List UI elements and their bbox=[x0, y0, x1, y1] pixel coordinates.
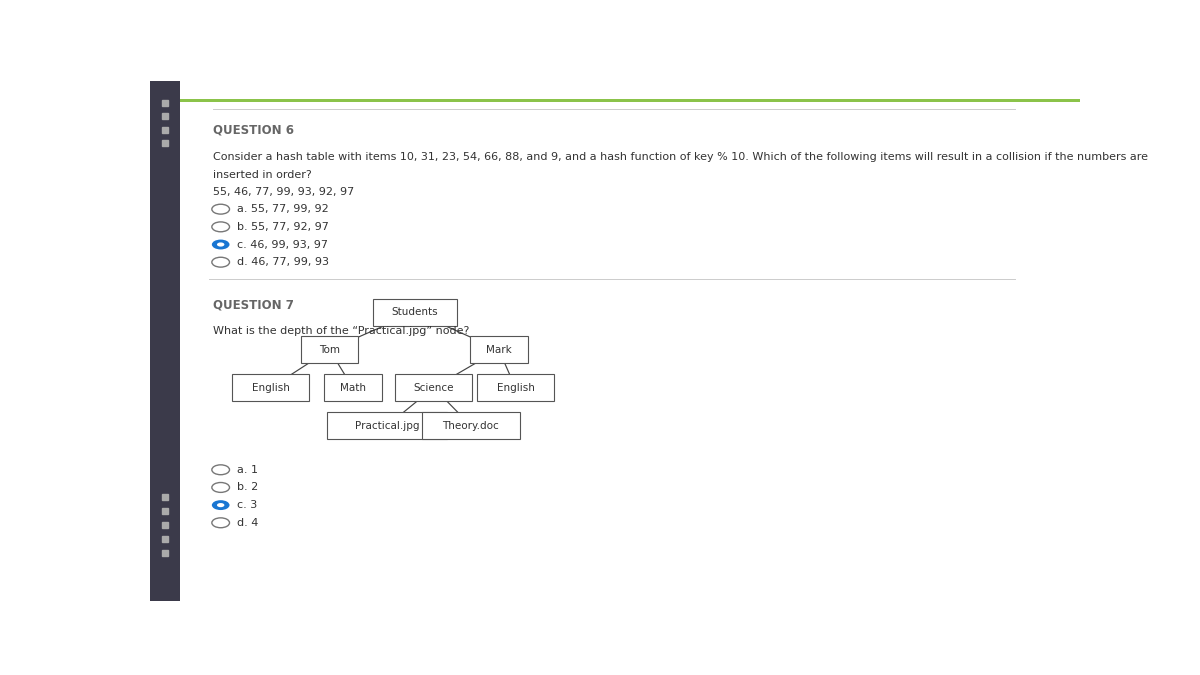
FancyBboxPatch shape bbox=[421, 412, 520, 439]
FancyBboxPatch shape bbox=[324, 374, 382, 401]
Text: Mark: Mark bbox=[486, 345, 511, 354]
FancyBboxPatch shape bbox=[395, 374, 472, 401]
Text: b. 55, 77, 92, 97: b. 55, 77, 92, 97 bbox=[238, 222, 329, 232]
Text: QUESTION 7: QUESTION 7 bbox=[214, 298, 294, 312]
Text: b. 2: b. 2 bbox=[238, 483, 259, 493]
FancyBboxPatch shape bbox=[470, 336, 528, 363]
Circle shape bbox=[212, 240, 229, 250]
Text: English: English bbox=[252, 383, 290, 393]
Text: inserted in order?: inserted in order? bbox=[214, 170, 312, 180]
Circle shape bbox=[212, 500, 229, 510]
Text: English: English bbox=[497, 383, 534, 393]
Bar bbox=[150, 81, 180, 601]
Text: Math: Math bbox=[340, 383, 366, 393]
Text: QUESTION 6: QUESTION 6 bbox=[214, 124, 294, 136]
Bar bbox=[180, 99, 1080, 102]
Text: a. 1: a. 1 bbox=[238, 465, 258, 475]
Text: Consider a hash table with items 10, 31, 23, 54, 66, 88, and 9, and a hash funct: Consider a hash table with items 10, 31,… bbox=[214, 152, 1148, 162]
FancyBboxPatch shape bbox=[478, 374, 554, 401]
Text: Tom: Tom bbox=[319, 345, 340, 354]
FancyBboxPatch shape bbox=[373, 299, 457, 326]
Text: d. 4: d. 4 bbox=[238, 518, 259, 528]
Text: a. 55, 77, 99, 92: a. 55, 77, 99, 92 bbox=[238, 204, 329, 214]
FancyBboxPatch shape bbox=[233, 374, 310, 401]
Text: 55, 46, 77, 99, 93, 92, 97: 55, 46, 77, 99, 93, 92, 97 bbox=[214, 187, 354, 197]
FancyBboxPatch shape bbox=[301, 336, 359, 363]
Text: d. 46, 77, 99, 93: d. 46, 77, 99, 93 bbox=[238, 257, 330, 267]
Circle shape bbox=[217, 503, 224, 507]
Text: c. 46, 99, 93, 97: c. 46, 99, 93, 97 bbox=[238, 240, 329, 250]
Text: Practical.jpg: Practical.jpg bbox=[355, 421, 420, 431]
Text: Science: Science bbox=[413, 383, 454, 393]
Text: c. 3: c. 3 bbox=[238, 500, 258, 510]
Circle shape bbox=[217, 242, 224, 246]
Text: Students: Students bbox=[391, 307, 438, 317]
Text: Theory.doc: Theory.doc bbox=[443, 421, 499, 431]
Text: What is the depth of the “Practical.jpg” node?: What is the depth of the “Practical.jpg”… bbox=[214, 325, 469, 335]
FancyBboxPatch shape bbox=[326, 412, 448, 439]
